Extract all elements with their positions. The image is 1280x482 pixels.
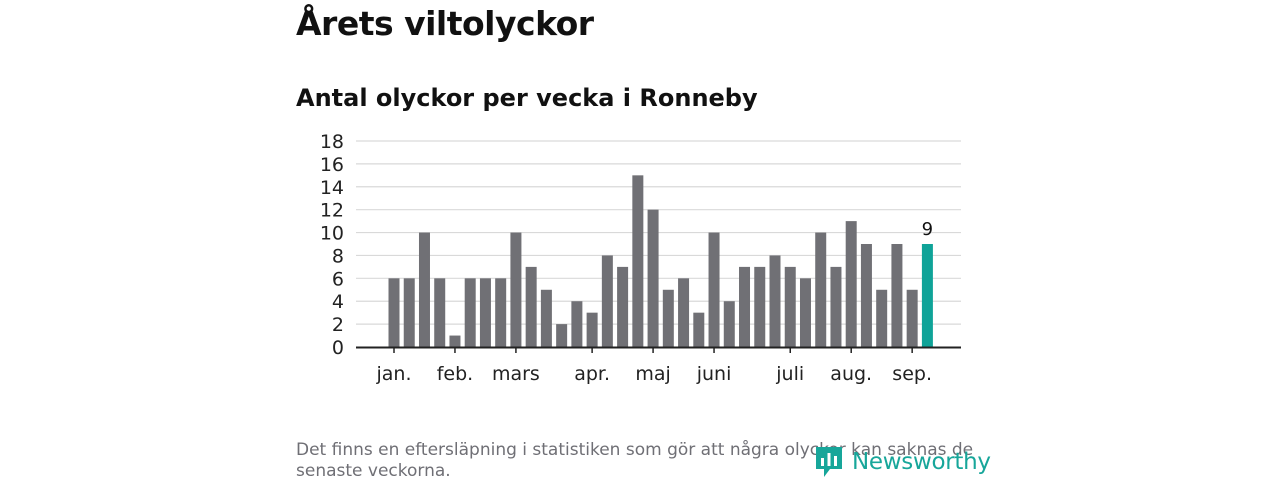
bar	[495, 278, 507, 347]
bar	[510, 232, 522, 347]
y-tick-label: 8	[332, 245, 344, 267]
bar	[723, 301, 735, 347]
brand-name: Newsworthy	[852, 449, 991, 475]
bar	[464, 278, 476, 347]
newsworthy-logo: Newsworthy	[814, 444, 991, 480]
chart-title: Årets viltolyckor	[296, 4, 594, 43]
x-tick-label: aug.	[830, 363, 872, 385]
bar	[617, 266, 629, 347]
bar	[434, 278, 446, 347]
bar	[586, 312, 598, 347]
x-tick-label: mars	[492, 363, 540, 385]
y-tick-label: 2	[332, 314, 344, 336]
bar	[754, 266, 766, 347]
bar	[556, 324, 568, 347]
x-tick-label: apr.	[574, 363, 610, 385]
y-tick-label: 18	[320, 131, 344, 153]
bar	[662, 289, 674, 347]
highlighted-bar	[921, 244, 933, 347]
bar	[403, 278, 415, 347]
y-tick-label: 10	[320, 223, 344, 245]
chart-subtitle: Antal olyckor per vecka i Ronneby	[296, 84, 758, 112]
x-tick-label: juli	[775, 363, 804, 385]
bar	[830, 266, 842, 347]
bar	[845, 221, 857, 347]
bar	[906, 289, 918, 347]
bar	[678, 278, 690, 347]
bar	[632, 175, 644, 347]
y-tick-label: 6	[332, 268, 344, 290]
y-tick-label: 14	[320, 177, 344, 199]
y-tick-label: 16	[320, 154, 344, 176]
bar	[891, 244, 903, 347]
bar	[525, 266, 537, 347]
x-tick-label: juni	[696, 363, 732, 385]
bar	[799, 278, 811, 347]
x-tick-label: jan.	[375, 363, 411, 385]
newsworthy-logo-icon	[816, 447, 842, 477]
bar	[739, 266, 751, 347]
bar	[647, 209, 659, 347]
bar	[449, 335, 461, 347]
bar	[784, 266, 796, 347]
bar	[601, 255, 613, 347]
bar	[769, 255, 781, 347]
y-tick-label: 12	[320, 200, 344, 222]
bar	[876, 289, 888, 347]
bar	[860, 244, 872, 347]
bar	[479, 278, 491, 347]
highlight-value-label: 9	[922, 219, 933, 240]
bar	[693, 312, 705, 347]
y-tick-label: 4	[332, 291, 344, 313]
footnote: Det finns en eftersläpning i statistiken…	[296, 440, 974, 481]
x-tick-label: feb.	[437, 363, 473, 385]
x-tick-label: sep.	[892, 363, 932, 385]
y-tick-label: 0	[332, 337, 344, 359]
bar	[815, 232, 827, 347]
bar	[571, 301, 583, 347]
bar	[418, 232, 430, 347]
bar	[540, 289, 552, 347]
x-tick-label: maj	[635, 363, 670, 385]
bar	[708, 232, 720, 347]
bar	[388, 278, 400, 347]
